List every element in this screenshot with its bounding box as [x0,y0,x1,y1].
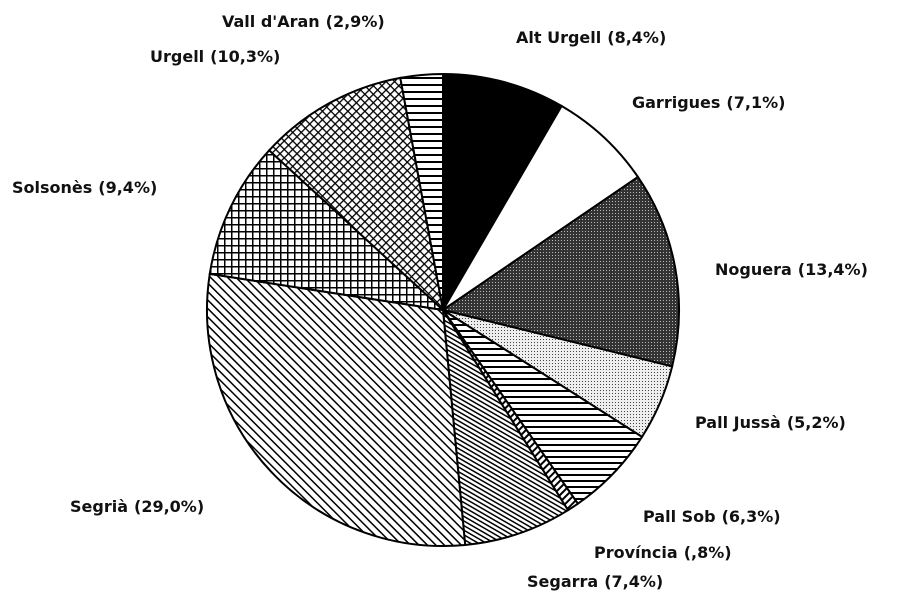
category-name: Vall d'Aran [222,12,320,31]
pie-slice [267,76,445,313]
value-label: (5,2%) [787,413,846,432]
pie-slice [206,272,467,547]
category-name: Pall Sob [643,507,716,526]
slice-label: Segarra (7,4%) [527,572,663,591]
pie-slice [442,104,640,311]
pie-slice [399,72,444,311]
slice-label: Alt Urgell (8,4%) [516,28,666,47]
value-label: (2,9%) [326,12,385,31]
category-name: Alt Urgell [516,28,601,47]
category-name: Província [594,543,678,562]
category-name: Segrià [70,497,128,516]
slice-label: Vall d'Aran (2,9%) [222,12,385,31]
category-name: Solsonès [12,178,92,197]
category-name: Garrigues [632,93,720,112]
value-label: (10,3%) [210,47,280,66]
slice-label: Pall Sob (6,3%) [643,507,781,526]
value-label: (6,3%) [722,507,781,526]
category-name: Noguera [715,260,792,279]
value-label: (13,4%) [798,260,868,279]
value-label: (7,4%) [604,572,663,591]
pie-slice [442,72,564,314]
category-name: Segarra [527,572,598,591]
value-label: (,8%) [684,543,732,562]
slice-label: Garrigues (7,1%) [632,93,785,112]
slice-label: Segrià (29,0%) [70,497,204,516]
value-label: (29,0%) [134,497,204,516]
category-name: Urgell [150,47,204,66]
category-name: Pall Jussà [695,413,781,432]
value-label: (7,1%) [726,93,785,112]
slice-label: Solsonès (9,4%) [12,178,157,197]
pie-slice [442,309,570,547]
slice-label: Urgell (10,3%) [150,47,280,66]
value-label: (8,4%) [607,28,666,47]
pie-slice [208,148,447,312]
slice-label: Província (,8%) [594,543,732,562]
pie-slice [440,175,680,368]
value-label: (9,4%) [98,178,157,197]
slice-label: Noguera (13,4%) [715,260,868,279]
slice-label: Pall Jussà (5,2%) [695,413,846,432]
